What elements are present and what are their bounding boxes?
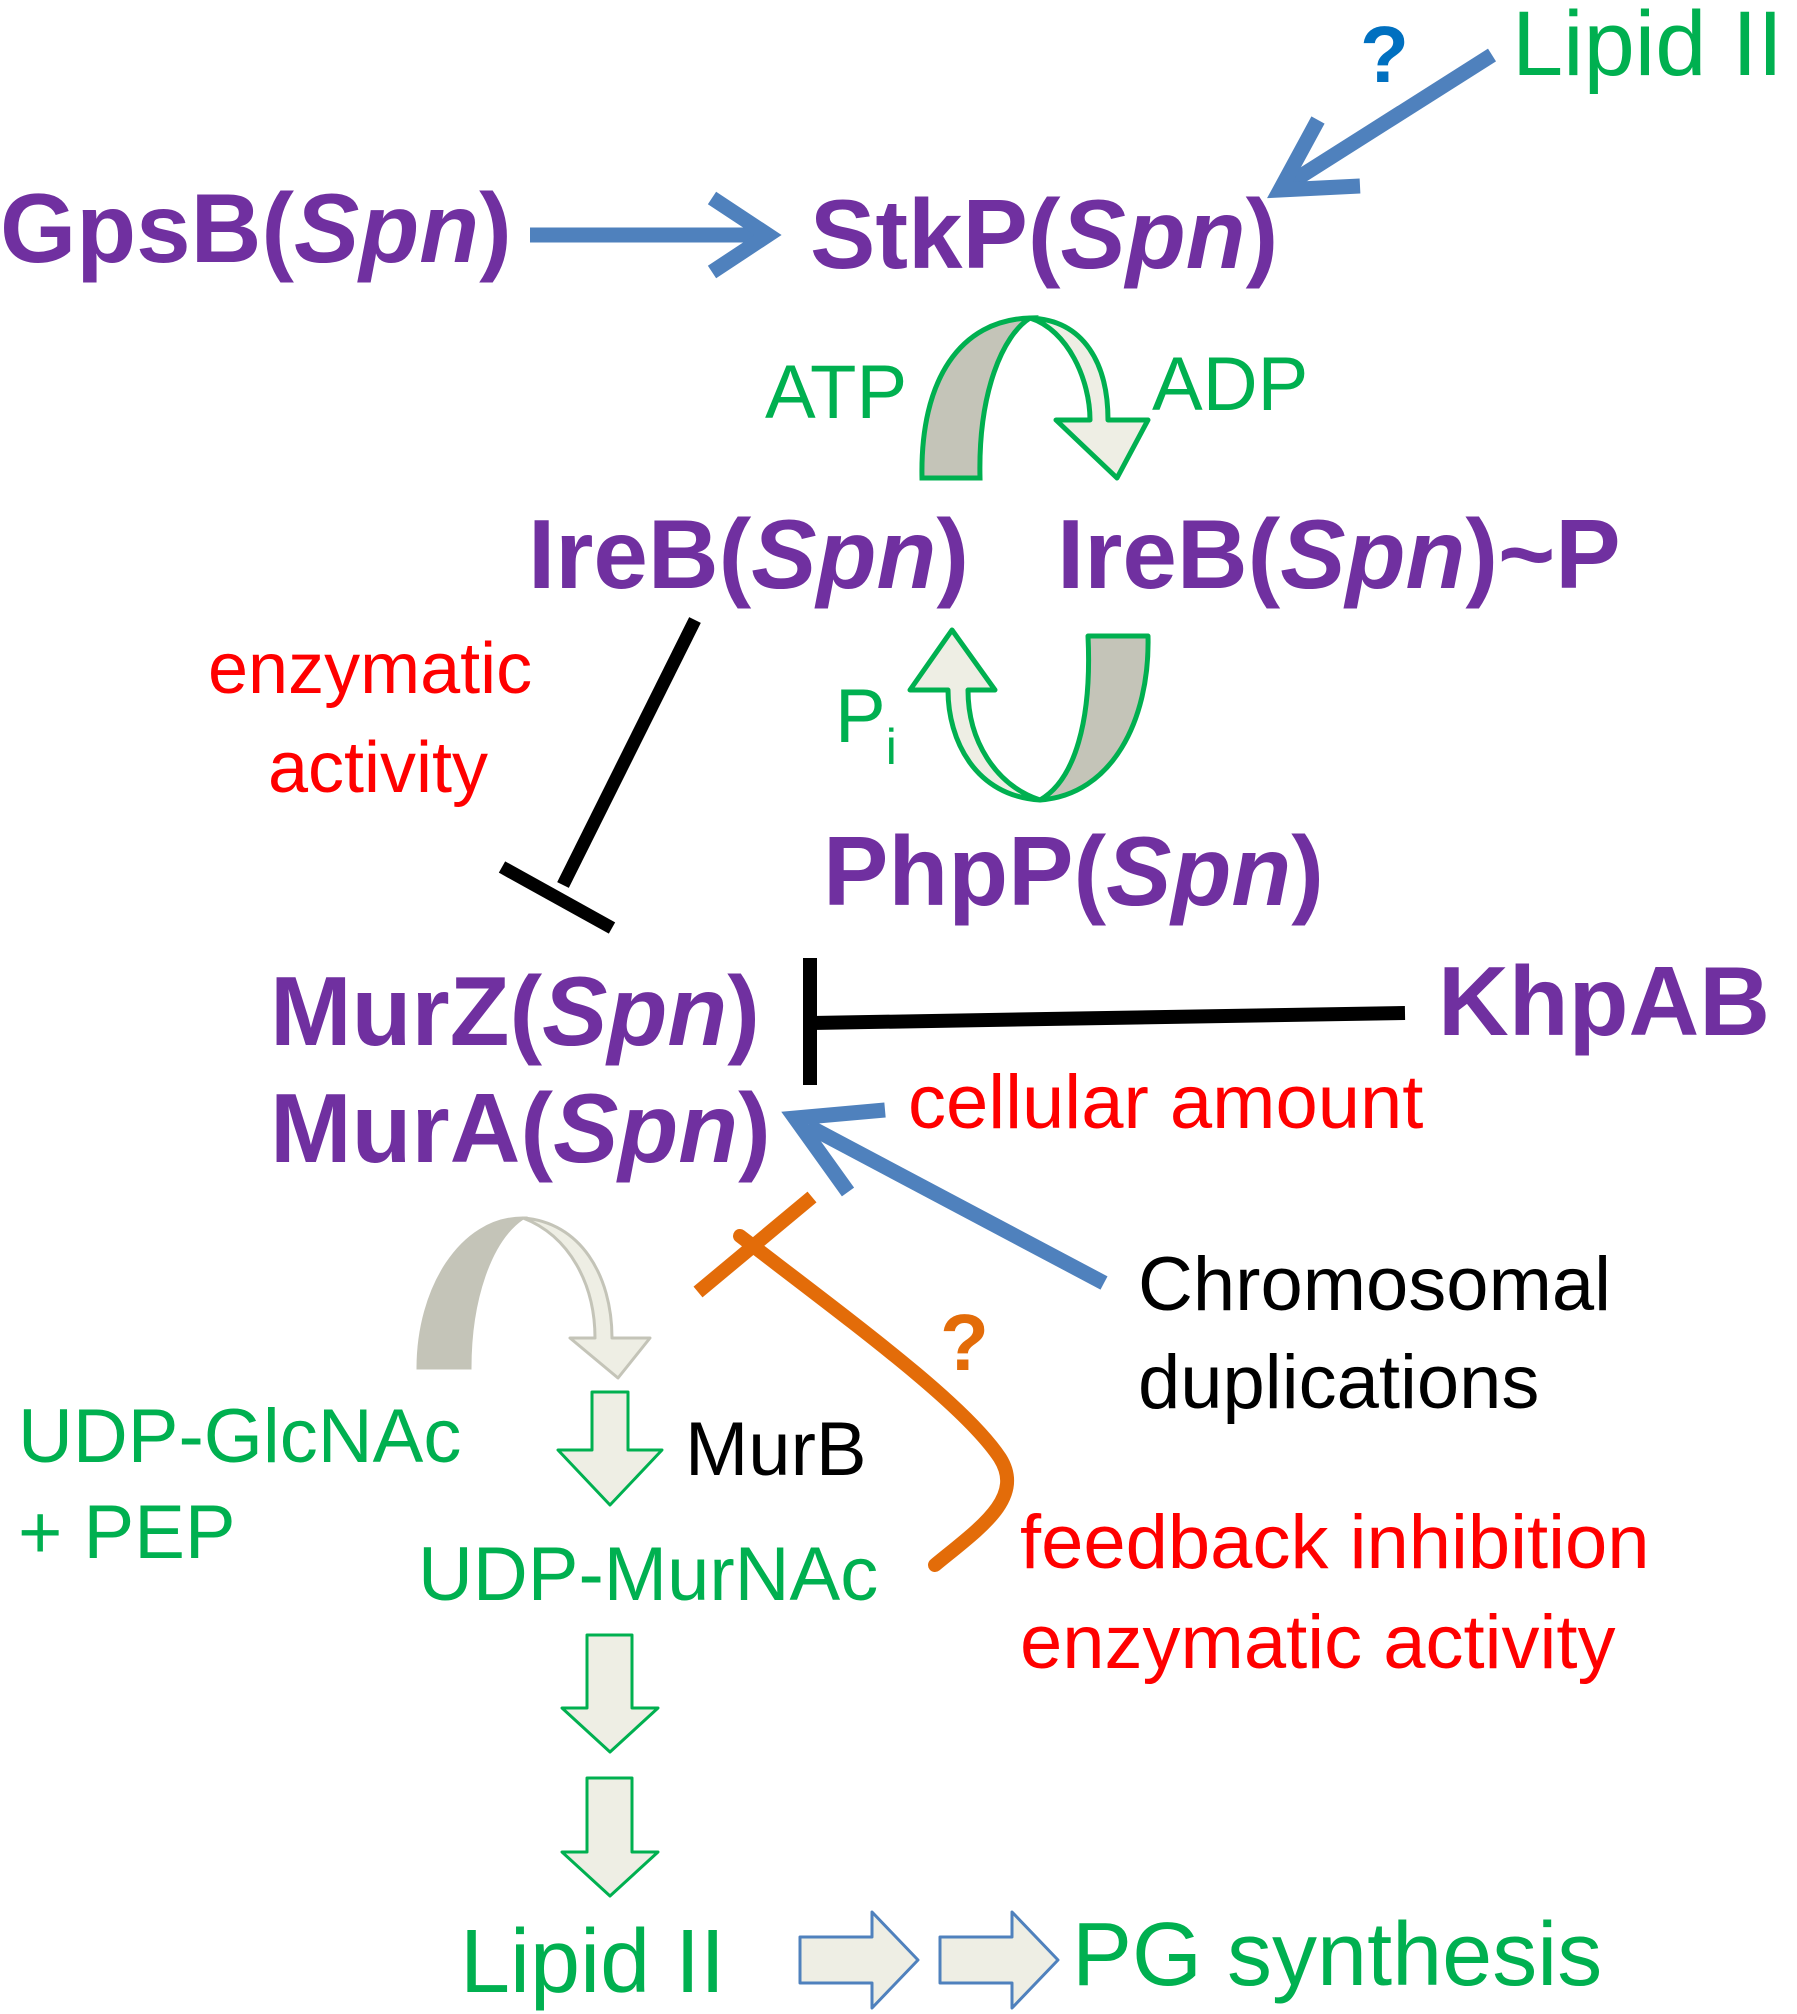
feedback-label-line1: feedback inhibition <box>1020 1500 1650 1585</box>
svg-text:MurZ(Spn): MurZ(Spn) <box>270 956 760 1066</box>
pep-label: + PEP <box>18 1490 236 1575</box>
adp-label: ADP <box>1152 342 1308 427</box>
khpab-inhibits-murz <box>803 958 1406 1085</box>
pi-subscript: i <box>886 719 897 775</box>
feedback-inhibition-edge <box>693 1191 1014 1572</box>
lipid-ii-bottom-label: Lipid II <box>460 1912 725 2012</box>
lipid-ii-to-stkp-arrow <box>1267 48 1497 199</box>
chromosomal-label-line2: duplications <box>1138 1340 1539 1425</box>
right-arrow-1 <box>798 1910 920 2010</box>
down-arrow-2 <box>560 1633 660 1754</box>
down-arrow-3 <box>560 1776 660 1898</box>
ireb-p-name: IreB <box>1057 499 1248 609</box>
ireb-p-suffix: ~P <box>1498 499 1621 609</box>
udp-glcnac-label: UDP-GlcNAc <box>18 1394 461 1479</box>
murz-species: Spn <box>542 956 727 1066</box>
cellular-amount-label: cellular amount <box>908 1060 1423 1145</box>
mura-species: Spn <box>553 1073 738 1183</box>
enzymatic-activity-label-line1: enzymatic <box>208 629 532 709</box>
gpsb-species: Spn <box>294 173 479 283</box>
svg-text:StkP(Spn): StkP(Spn) <box>810 179 1278 289</box>
down-arrow-1 <box>556 1390 664 1507</box>
ireb-p-species: Spn <box>1280 499 1465 609</box>
svg-text:MurA(Spn): MurA(Spn) <box>270 1073 771 1183</box>
mura-name: MurA <box>270 1073 520 1183</box>
udp-murnac-label: UDP-MurNAc <box>418 1532 878 1617</box>
atp-label: ATP <box>765 350 907 435</box>
svg-text:IreB(Spn)~P: IreB(Spn)~P <box>1057 499 1621 609</box>
ireb-name: IreB <box>528 499 719 609</box>
question-mark-blue: ? <box>1360 10 1409 99</box>
ireb-node: IreB(Spn) <box>528 499 969 609</box>
svg-text:IreB(Spn): IreB(Spn) <box>528 499 969 609</box>
ireb-p-node: IreB(Spn)~P <box>1057 499 1621 609</box>
khpab-node: KhpAB <box>1438 946 1770 1056</box>
mura-node: MurA(Spn) <box>270 1073 771 1183</box>
ireb-species: Spn <box>751 499 936 609</box>
pi-main: P <box>835 674 886 759</box>
stkp-name: StkP <box>810 179 1028 289</box>
chromosomal-label-line1: Chromosomal <box>1138 1242 1611 1327</box>
pi-label: Pi <box>835 674 897 775</box>
pg-synthesis-label: PG synthesis <box>1072 1905 1602 2005</box>
phpp-node: PhpP(Spn) <box>823 816 1324 926</box>
murz-node: MurZ(Spn) <box>270 956 760 1066</box>
phpp-name: PhpP <box>823 816 1073 926</box>
lipid-ii-top-label: Lipid II <box>1512 0 1783 95</box>
gpsb-node: GpsB(Spn) <box>0 173 512 283</box>
phosphorylation-curved-arrow <box>919 315 1151 481</box>
enzymatic-activity-label-line2: activity <box>268 728 488 808</box>
gpsb-to-stkp-arrow <box>530 191 782 279</box>
gpsb-name: GpsB <box>0 173 261 283</box>
stkp-node: StkP(Spn) <box>810 179 1278 289</box>
murb-label: MurB <box>685 1407 867 1492</box>
ireb-inhibits-murz <box>498 617 701 934</box>
phpp-species: Spn <box>1106 816 1291 926</box>
svg-text:PhpP(Spn): PhpP(Spn) <box>823 816 1324 926</box>
chromosomal-to-mura-arrow <box>781 1102 1108 1290</box>
dephosphorylation-curved-arrow <box>907 627 1151 803</box>
stkp-species: Spn <box>1061 179 1246 289</box>
substrate-curved-arrow <box>416 1216 652 1380</box>
feedback-label-line2: enzymatic activity <box>1020 1600 1616 1685</box>
svg-text:GpsB(Spn): GpsB(Spn) <box>0 173 512 283</box>
right-arrow-2 <box>938 1910 1060 2010</box>
murz-name: MurZ <box>270 956 510 1066</box>
question-mark-orange: ? <box>940 1298 989 1387</box>
